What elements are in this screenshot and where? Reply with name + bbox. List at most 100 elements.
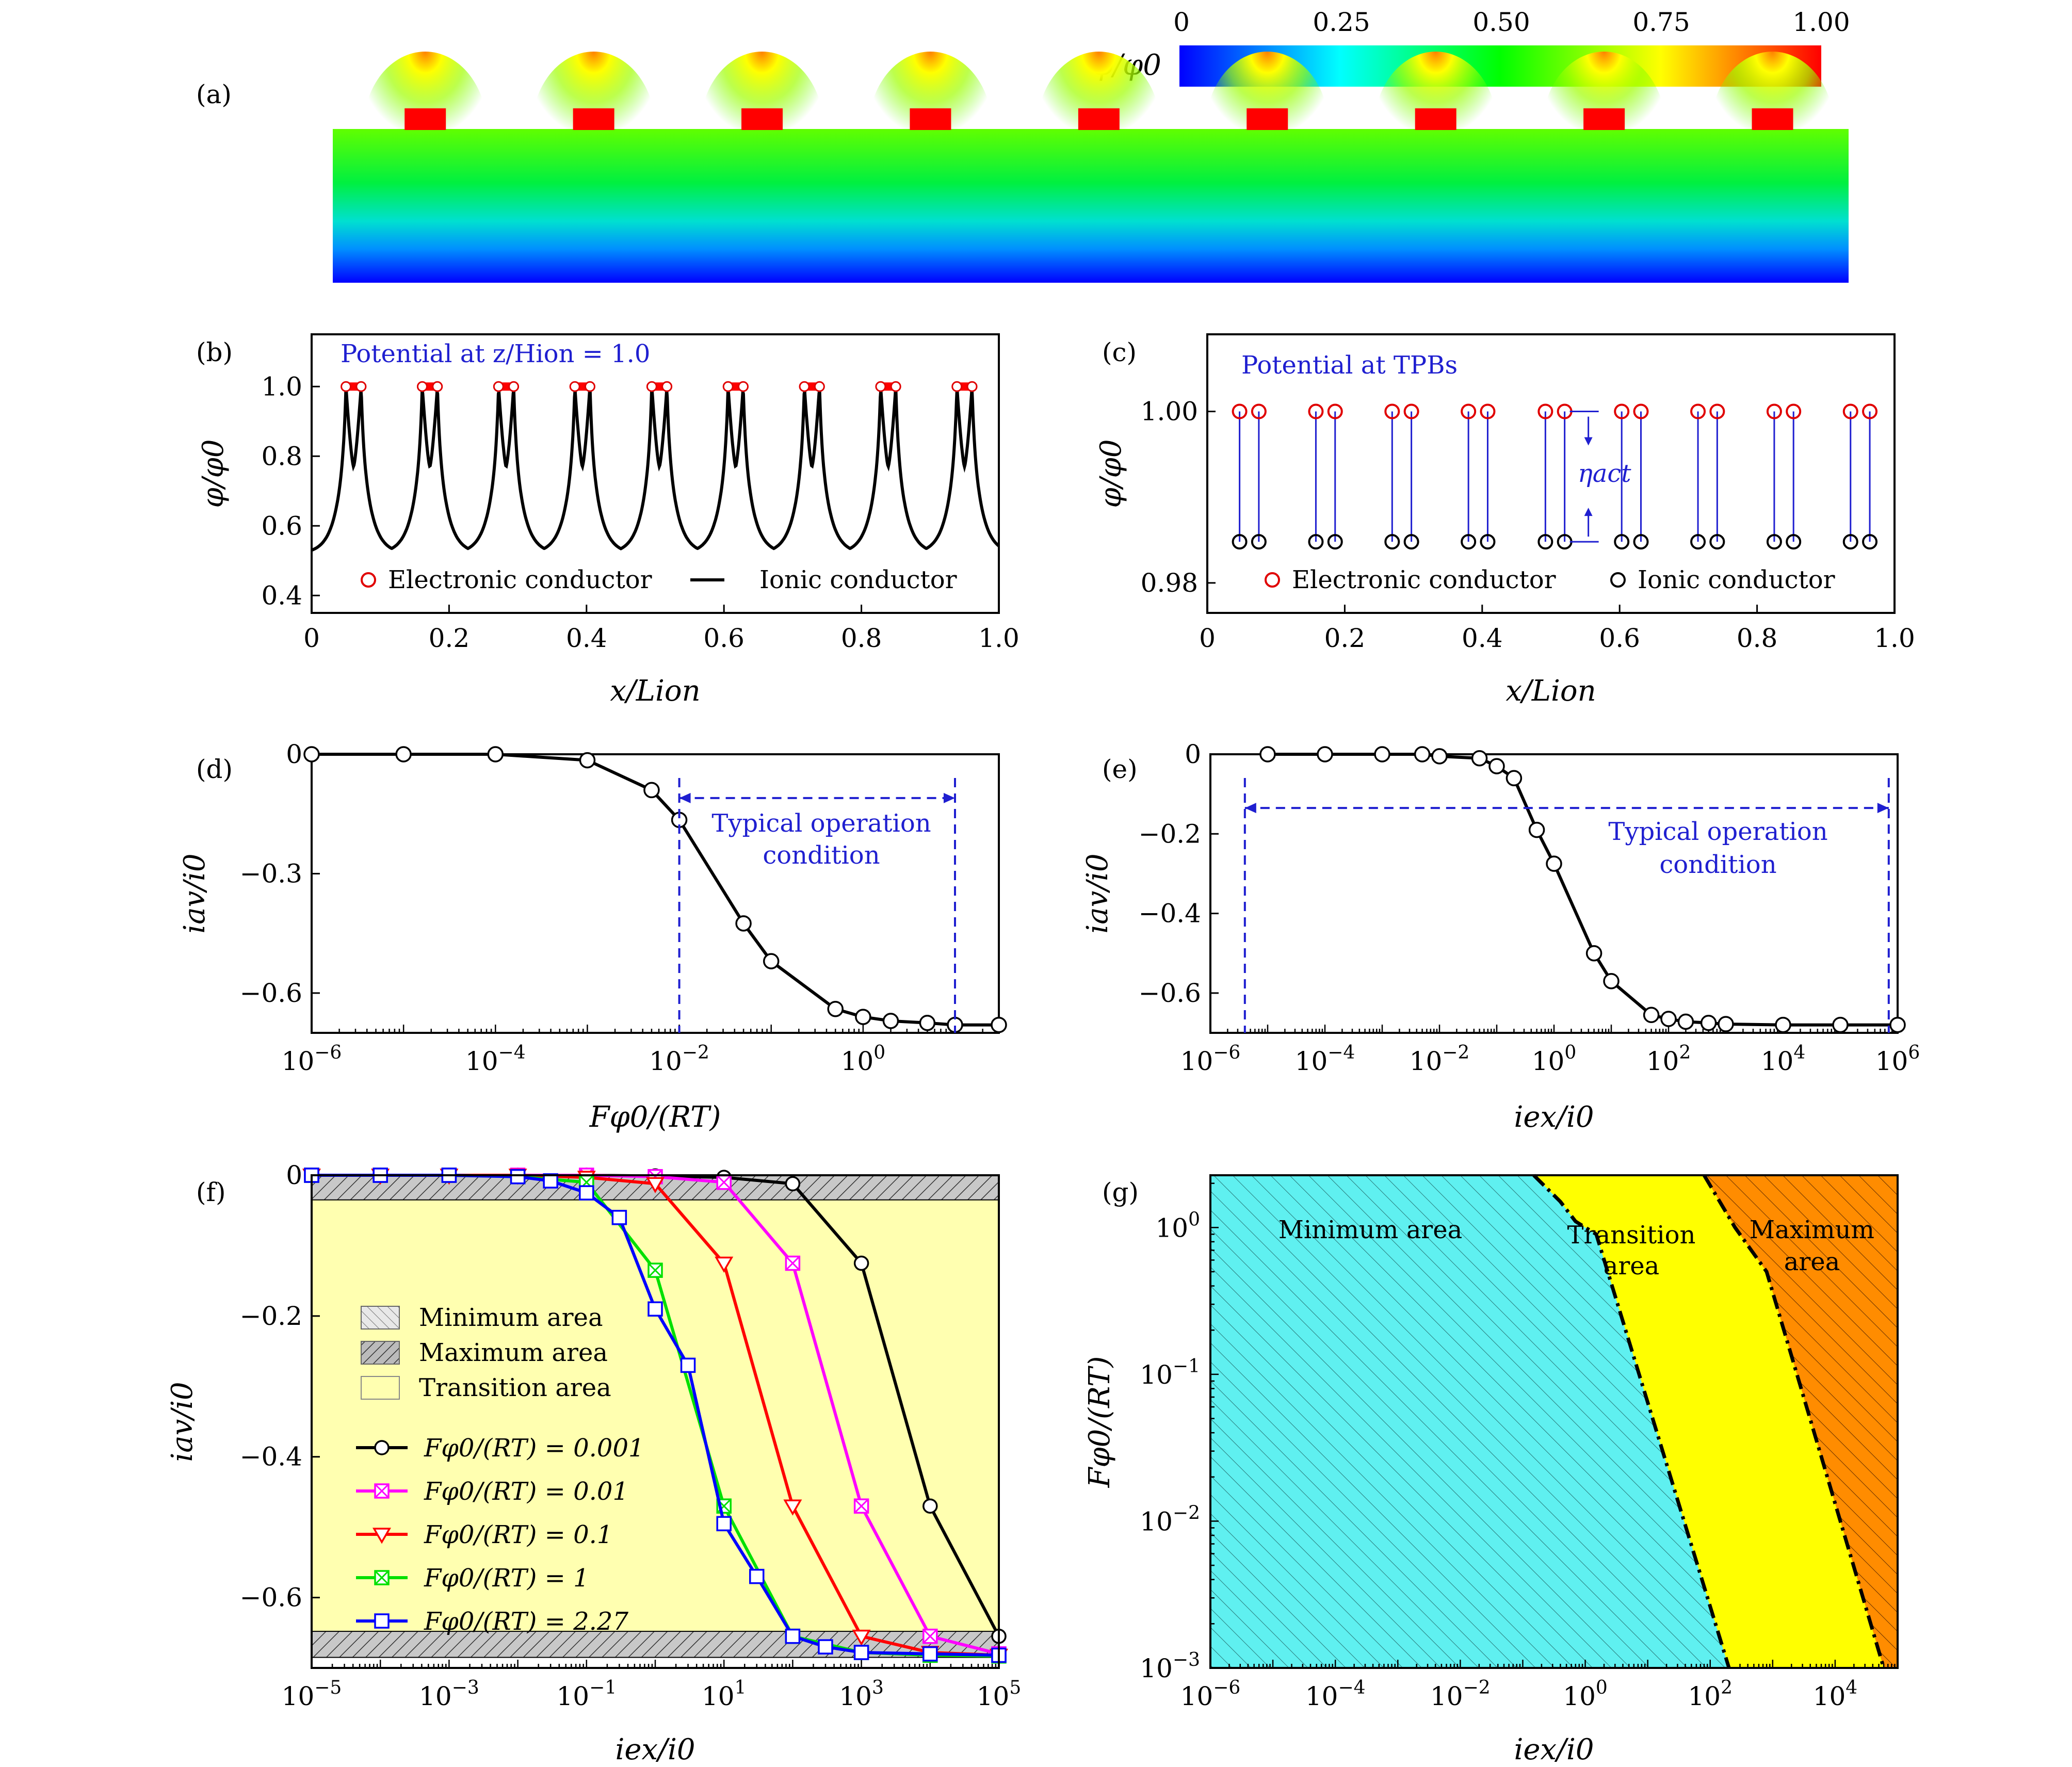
marker-cross — [374, 1483, 390, 1499]
panel-c-label: (c) — [1102, 337, 1137, 367]
data-point — [1317, 746, 1333, 763]
panel-b-label: (b) — [196, 337, 233, 367]
x-tick-label: 105 — [977, 1677, 1022, 1711]
ionic-conductor-point — [1308, 534, 1324, 550]
x-tick-label: 10−1 — [556, 1677, 617, 1711]
span-arrow-left — [679, 792, 691, 803]
ionic-conductor-point — [1786, 534, 1802, 550]
data-point — [1414, 746, 1431, 763]
marker-square — [716, 1516, 732, 1532]
electronic-conductor-point — [493, 381, 504, 392]
data-point — [1603, 972, 1620, 990]
data-point — [1700, 1014, 1717, 1031]
ionic-conductor-line — [311, 386, 1000, 552]
x-tick-label: 10−2 — [1430, 1677, 1491, 1711]
y-tick-label: −0.6 — [240, 1583, 302, 1613]
g-transition-label-1: Transition — [1567, 1221, 1696, 1250]
y-tick-label: −0.4 — [1139, 899, 1201, 929]
y-tick-label: 0.98 — [1141, 568, 1198, 598]
x-tick-label: 10−6 — [1180, 1677, 1241, 1711]
x-tick-label: 1.0 — [1874, 623, 1915, 653]
y-tick-label: 100 — [1155, 1209, 1200, 1243]
panel-f-ylabel: iav/i0 — [166, 1382, 199, 1462]
panel-e-ylabel: iav/i0 — [1081, 853, 1114, 933]
panel-e-label: (e) — [1102, 754, 1138, 784]
panel-c-title: Potential at TPBs — [1241, 351, 1458, 380]
x-tick-label: 100 — [841, 1042, 886, 1076]
ionic-conductor-point — [1327, 534, 1343, 550]
marker-square — [680, 1357, 696, 1373]
panel-b-ylabel: φ/φ0 — [197, 440, 230, 508]
x-tick-label: 10−5 — [282, 1677, 342, 1711]
ionic-conductor-point — [1461, 534, 1477, 550]
x-tick-label: 0.4 — [1462, 623, 1503, 653]
y-tick-label: 0 — [286, 1160, 302, 1190]
panel-d-label: (d) — [196, 754, 233, 784]
y-tick-label: 0.8 — [261, 441, 302, 471]
panel-d-xlabel: Fφ0/(RT) — [589, 1100, 721, 1134]
marker-cross — [922, 1629, 937, 1644]
colorbar-tick: 1.00 — [1792, 7, 1850, 37]
electronic-conductor-point — [890, 381, 901, 392]
electrode — [573, 108, 614, 130]
f-regions — [312, 1175, 999, 1658]
electronic-conductor-point — [1842, 403, 1858, 419]
x-tick-label: 10−6 — [1180, 1042, 1241, 1076]
panel-f-frame — [311, 1174, 1000, 1669]
legend-label: Fφ0/(RT) = 2.27 — [424, 1607, 628, 1636]
f-legend-max-swatch — [361, 1341, 400, 1365]
y-tick-label: −0.2 — [240, 1301, 302, 1331]
data-point — [1528, 821, 1545, 838]
e-typical-line2: condition — [1659, 850, 1776, 879]
electrode-hotspots — [363, 52, 1835, 206]
electronic-conductor-point — [1862, 403, 1878, 419]
x-tick-label: 0.2 — [1324, 623, 1366, 653]
electronic-conductor-point — [1537, 403, 1553, 419]
electrode — [741, 108, 783, 130]
data-point — [919, 1014, 936, 1031]
x-tick-label: 10−4 — [1305, 1677, 1366, 1711]
marker-circle — [922, 1498, 938, 1514]
x-tick-label: 10−2 — [1410, 1042, 1470, 1076]
x-tick-label: 106 — [1875, 1042, 1920, 1076]
data-point — [855, 1009, 871, 1025]
electrode — [1752, 108, 1793, 130]
marker-cross — [648, 1263, 663, 1278]
legend-label: Fφ0/(RT) = 0.01 — [424, 1477, 628, 1506]
data-point — [487, 746, 504, 763]
electronic-conductor-point — [1327, 403, 1343, 419]
electronic-conductor-point — [1461, 403, 1477, 419]
electrode — [910, 108, 951, 130]
x-tick-label: 10−3 — [419, 1677, 479, 1711]
marker-circle — [853, 1255, 869, 1271]
ionic-conductor-point — [1480, 534, 1496, 550]
marker-square — [611, 1210, 627, 1225]
panel-b-plot: 0 0.2 0.4 0.6 0.8 1.0 0.4 0.6 0.8 1.0 — [261, 371, 1019, 653]
data-point — [1718, 1016, 1734, 1032]
panel-a-label: (a) — [196, 79, 232, 109]
electronic-conductor-point — [1786, 403, 1802, 419]
g-max-label-1: Maximum — [1750, 1215, 1874, 1244]
x-tick-label: 0 — [303, 623, 320, 653]
legend-label: Fφ0/(RT) = 0.1 — [424, 1520, 612, 1549]
electronic-conductor-point — [1690, 403, 1706, 419]
f-legend-max: Maximum area — [419, 1338, 608, 1367]
electronic-conductor-point — [1403, 403, 1419, 419]
electronic-conductor-point — [737, 381, 749, 392]
x-tick-label: 102 — [1688, 1677, 1733, 1711]
panel-e-xlabel: iex/i0 — [1514, 1100, 1594, 1134]
colorbar-tick: 0.50 — [1472, 7, 1530, 37]
x-tick-label: 10−6 — [282, 1042, 342, 1076]
y-tick-label: 0 — [1185, 739, 1201, 769]
electronic-conductor-point — [814, 381, 825, 392]
electronic-conductor-point — [1384, 403, 1400, 419]
panel-g-ylabel: Fφ0/(RT) — [1083, 1356, 1116, 1488]
x-tick-label: 100 — [1563, 1677, 1608, 1711]
g-max-label-2: area — [1784, 1247, 1840, 1276]
electronic-conductor-point — [875, 381, 886, 392]
span-arrow-left — [1244, 803, 1256, 814]
panel-b: (b) 0 0.2 0.4 0.6 0.8 1.0 0.4 0.6 0.8 1.0 Potenti… — [196, 333, 1019, 708]
x-tick-label: 101 — [702, 1677, 747, 1711]
panel-c-frame — [1206, 333, 1896, 614]
